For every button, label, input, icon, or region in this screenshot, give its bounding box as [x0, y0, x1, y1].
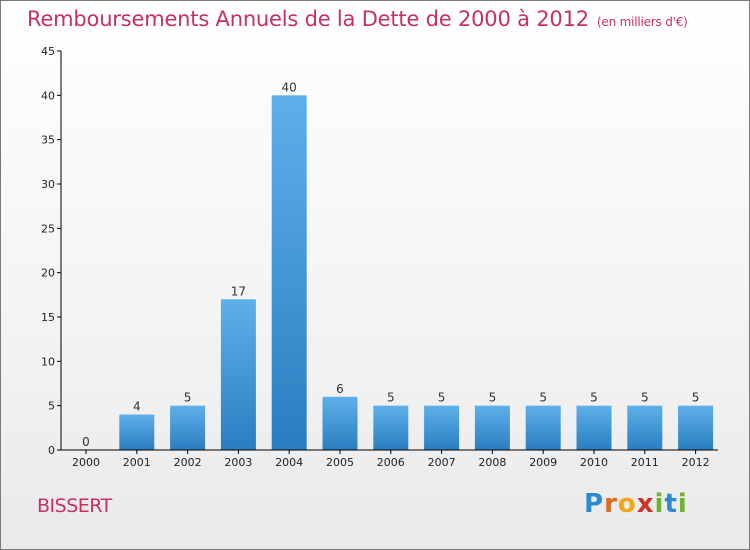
x-tick-label: 2001 [123, 456, 151, 469]
y-tick-label: 45 [41, 45, 55, 58]
logo-letter: r [604, 489, 618, 519]
y-tick-label: 0 [48, 444, 55, 457]
y-tick-label: 40 [41, 89, 55, 102]
logo-letter: i [654, 489, 665, 519]
value-label: 5 [692, 391, 700, 405]
x-axis-labels: 2000 2001 2002 2003 2004 2005 2006 2007 2008 2009… [72, 450, 710, 469]
bar [576, 405, 612, 450]
proxiti-logo: Proxiti [584, 489, 688, 519]
logo-letter: i [677, 489, 688, 519]
bar [119, 414, 155, 450]
x-tick-label: 2008 [478, 456, 506, 469]
value-label: 0 [82, 435, 90, 449]
value-label: 6 [336, 382, 344, 396]
y-tick-label: 15 [41, 311, 55, 324]
y-tick-label: 10 [41, 355, 55, 368]
chart-title: Remboursements Annuels de la Dette de 20… [27, 7, 688, 31]
value-label: 5 [438, 391, 446, 405]
x-tick-label: 2002 [174, 456, 202, 469]
logo-letter: t [664, 489, 678, 519]
bar [627, 405, 663, 450]
bar [220, 299, 256, 450]
bar [322, 396, 358, 450]
y-tick-label: 5 [48, 400, 55, 413]
bar [678, 405, 714, 450]
y-tick-label: 20 [41, 267, 55, 280]
chart-title-text: Remboursements Annuels de la Dette de 20… [27, 7, 589, 31]
x-tick-label: 2007 [428, 456, 456, 469]
bar [424, 405, 460, 450]
logo-letter: P [584, 489, 605, 519]
value-labels: 0 4 5 17 40 6 5 5 5 5 5 5 5 [82, 80, 699, 449]
x-tick-label: 2006 [377, 456, 405, 469]
logo-letter: o [617, 489, 637, 519]
x-tick-label: 2009 [529, 456, 557, 469]
y-tick-label: 35 [41, 134, 55, 147]
commune-name: BISSERT [37, 495, 112, 517]
value-label: 5 [489, 391, 497, 405]
y-tick-label: 25 [41, 222, 55, 235]
bar [373, 405, 409, 450]
y-axis-ticks: 0 5 10 15 20 25 30 35 40 45 [41, 45, 61, 457]
bar [525, 405, 561, 450]
bar [271, 95, 307, 450]
x-tick-label: 2005 [326, 456, 354, 469]
x-tick-label: 2000 [72, 456, 100, 469]
value-label: 5 [184, 391, 192, 405]
value-label: 5 [590, 391, 598, 405]
y-tick-label: 30 [41, 178, 55, 191]
x-tick-label: 2012 [682, 456, 710, 469]
value-label: 17 [231, 284, 246, 298]
value-label: 5 [641, 391, 649, 405]
logo-letter: x [636, 489, 655, 519]
x-tick-label: 2011 [631, 456, 659, 469]
chart-unit: (en milliers d'€) [596, 15, 688, 29]
x-tick-label: 2004 [275, 456, 303, 469]
x-tick-label: 2003 [224, 456, 252, 469]
bar [170, 405, 206, 450]
value-label: 40 [282, 80, 297, 94]
bar [474, 405, 510, 450]
value-label: 5 [387, 391, 395, 405]
value-label: 5 [539, 391, 547, 405]
bars-group [68, 95, 714, 450]
x-tick-label: 2010 [580, 456, 608, 469]
value-label: 4 [133, 400, 141, 414]
